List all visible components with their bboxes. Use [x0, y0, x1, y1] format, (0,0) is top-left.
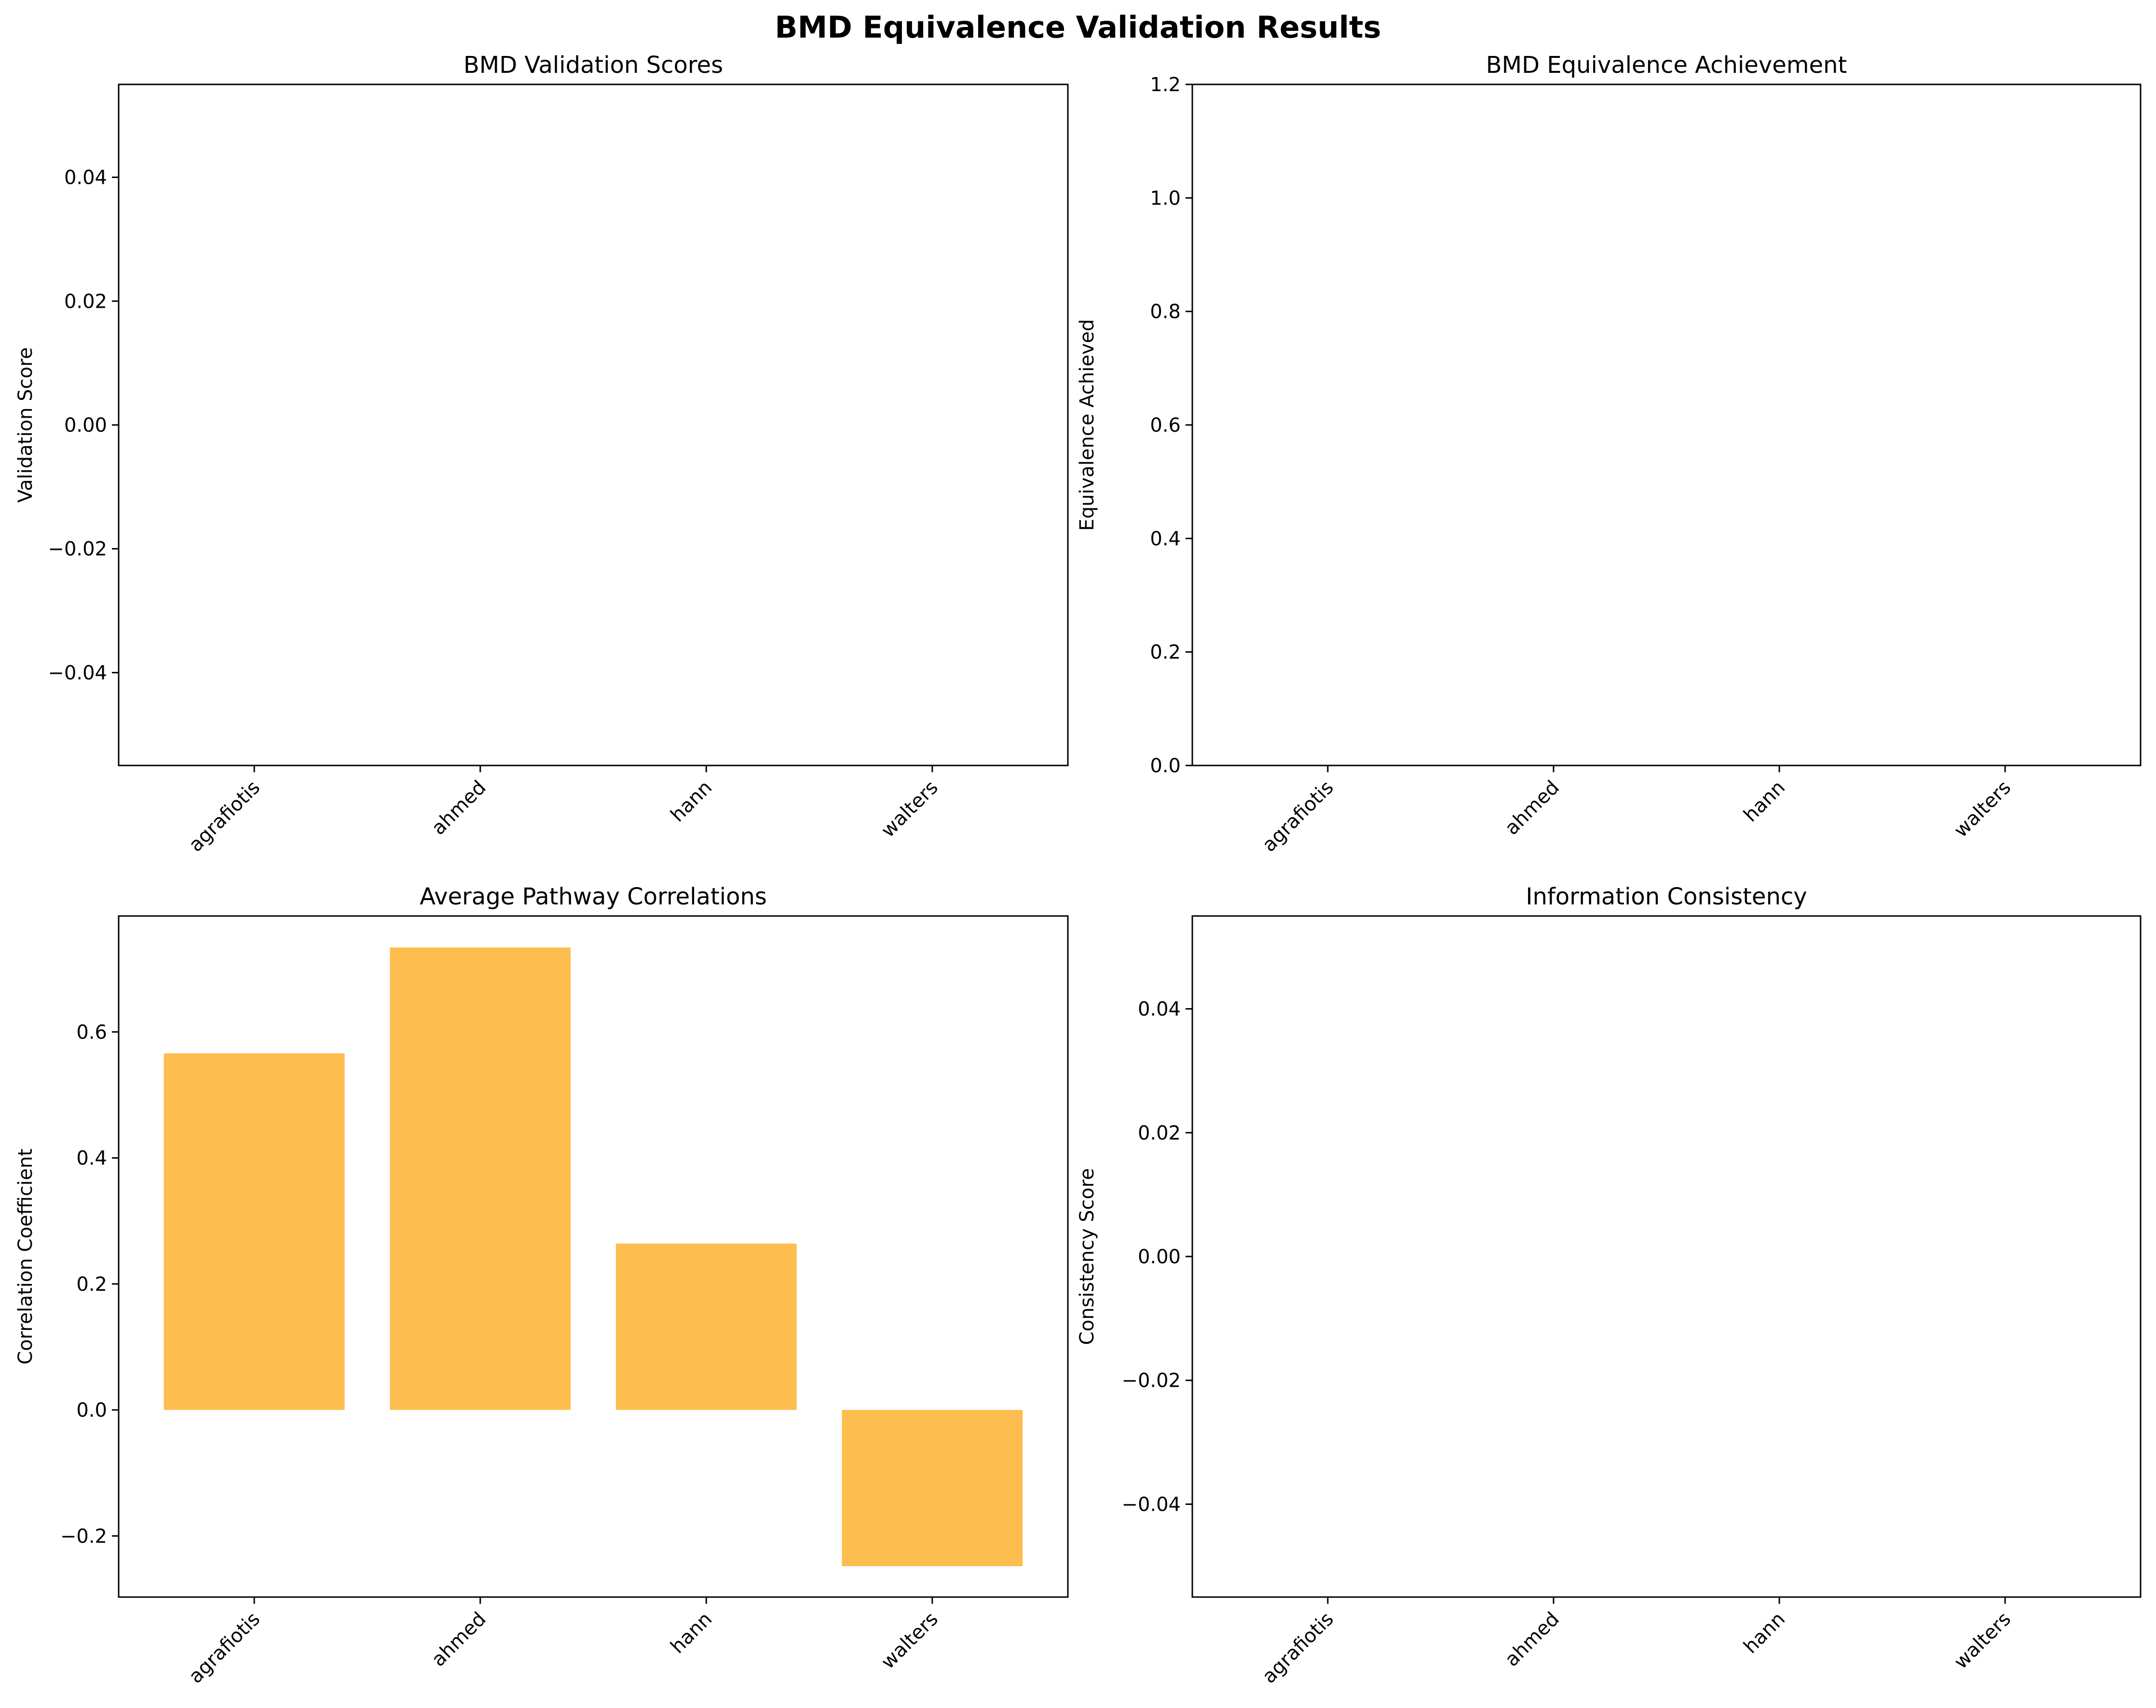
chart-3-bar-walters	[842, 1410, 1023, 1566]
chart-2-ytick-label: 0.0	[1150, 755, 1181, 777]
chart-3-ytick-label: 0.4	[76, 1148, 107, 1170]
chart-4-ylabel: Consistency Score	[1076, 1168, 1098, 1345]
chart-2-ytick-label: 1.2	[1150, 74, 1181, 96]
chart-1-ytick-label: 0.00	[64, 414, 107, 437]
chart-3-title: Average Pathway Correlations	[420, 883, 767, 910]
chart-3-ytick-label: 0.2	[76, 1273, 107, 1296]
chart-3-ytick-label: −0.2	[60, 1525, 107, 1547]
chart-2-title: BMD Equivalence Achievement	[1486, 52, 1847, 79]
chart-2-ytick-label: 1.0	[1150, 187, 1181, 209]
chart-2-ytick-label: 0.6	[1150, 414, 1181, 437]
chart-4-ytick-label: 0.02	[1138, 1122, 1181, 1144]
chart-4-ytick-label: 0.04	[1138, 998, 1181, 1021]
chart-2-ytick-label: 0.4	[1150, 528, 1181, 550]
chart-1-ytick-label: 0.04	[64, 167, 107, 189]
chart-3-axes-frame	[118, 915, 1069, 1598]
chart-1-ytick-label: 0.02	[64, 290, 107, 313]
chart-3-ytick-label: 0.0	[76, 1399, 107, 1421]
chart-2-ytick-label: 0.2	[1150, 642, 1181, 664]
chart-4-ytick-label: −0.04	[1121, 1493, 1181, 1516]
chart-2-ytick-label: 0.8	[1150, 301, 1181, 323]
chart-1-ytick-label: −0.04	[48, 662, 107, 684]
chart-4-ytick-label: −0.02	[1121, 1370, 1181, 1392]
chart-3-bar-ahmed	[390, 947, 571, 1410]
chart-4-title: Information Consistency	[1526, 883, 1807, 910]
chart-3-bar-hann	[615, 1243, 797, 1410]
chart-1-title: BMD Validation Scores	[464, 52, 723, 79]
chart-3-bar-agrafiotis	[164, 1053, 345, 1410]
chart-4-ytick-label: 0.00	[1138, 1246, 1181, 1268]
chart-2-ylabel: Equivalence Achieved	[1076, 319, 1098, 531]
chart-3-ylabel: Correlation Coefficient	[14, 1148, 37, 1365]
chart-3-ytick-label: 0.6	[76, 1021, 107, 1043]
figure-title: BMD Equivalence Validation Results	[775, 10, 1381, 45]
chart-1-ytick-label: −0.02	[48, 538, 107, 560]
chart-1-ylabel: Validation Score	[14, 347, 37, 503]
